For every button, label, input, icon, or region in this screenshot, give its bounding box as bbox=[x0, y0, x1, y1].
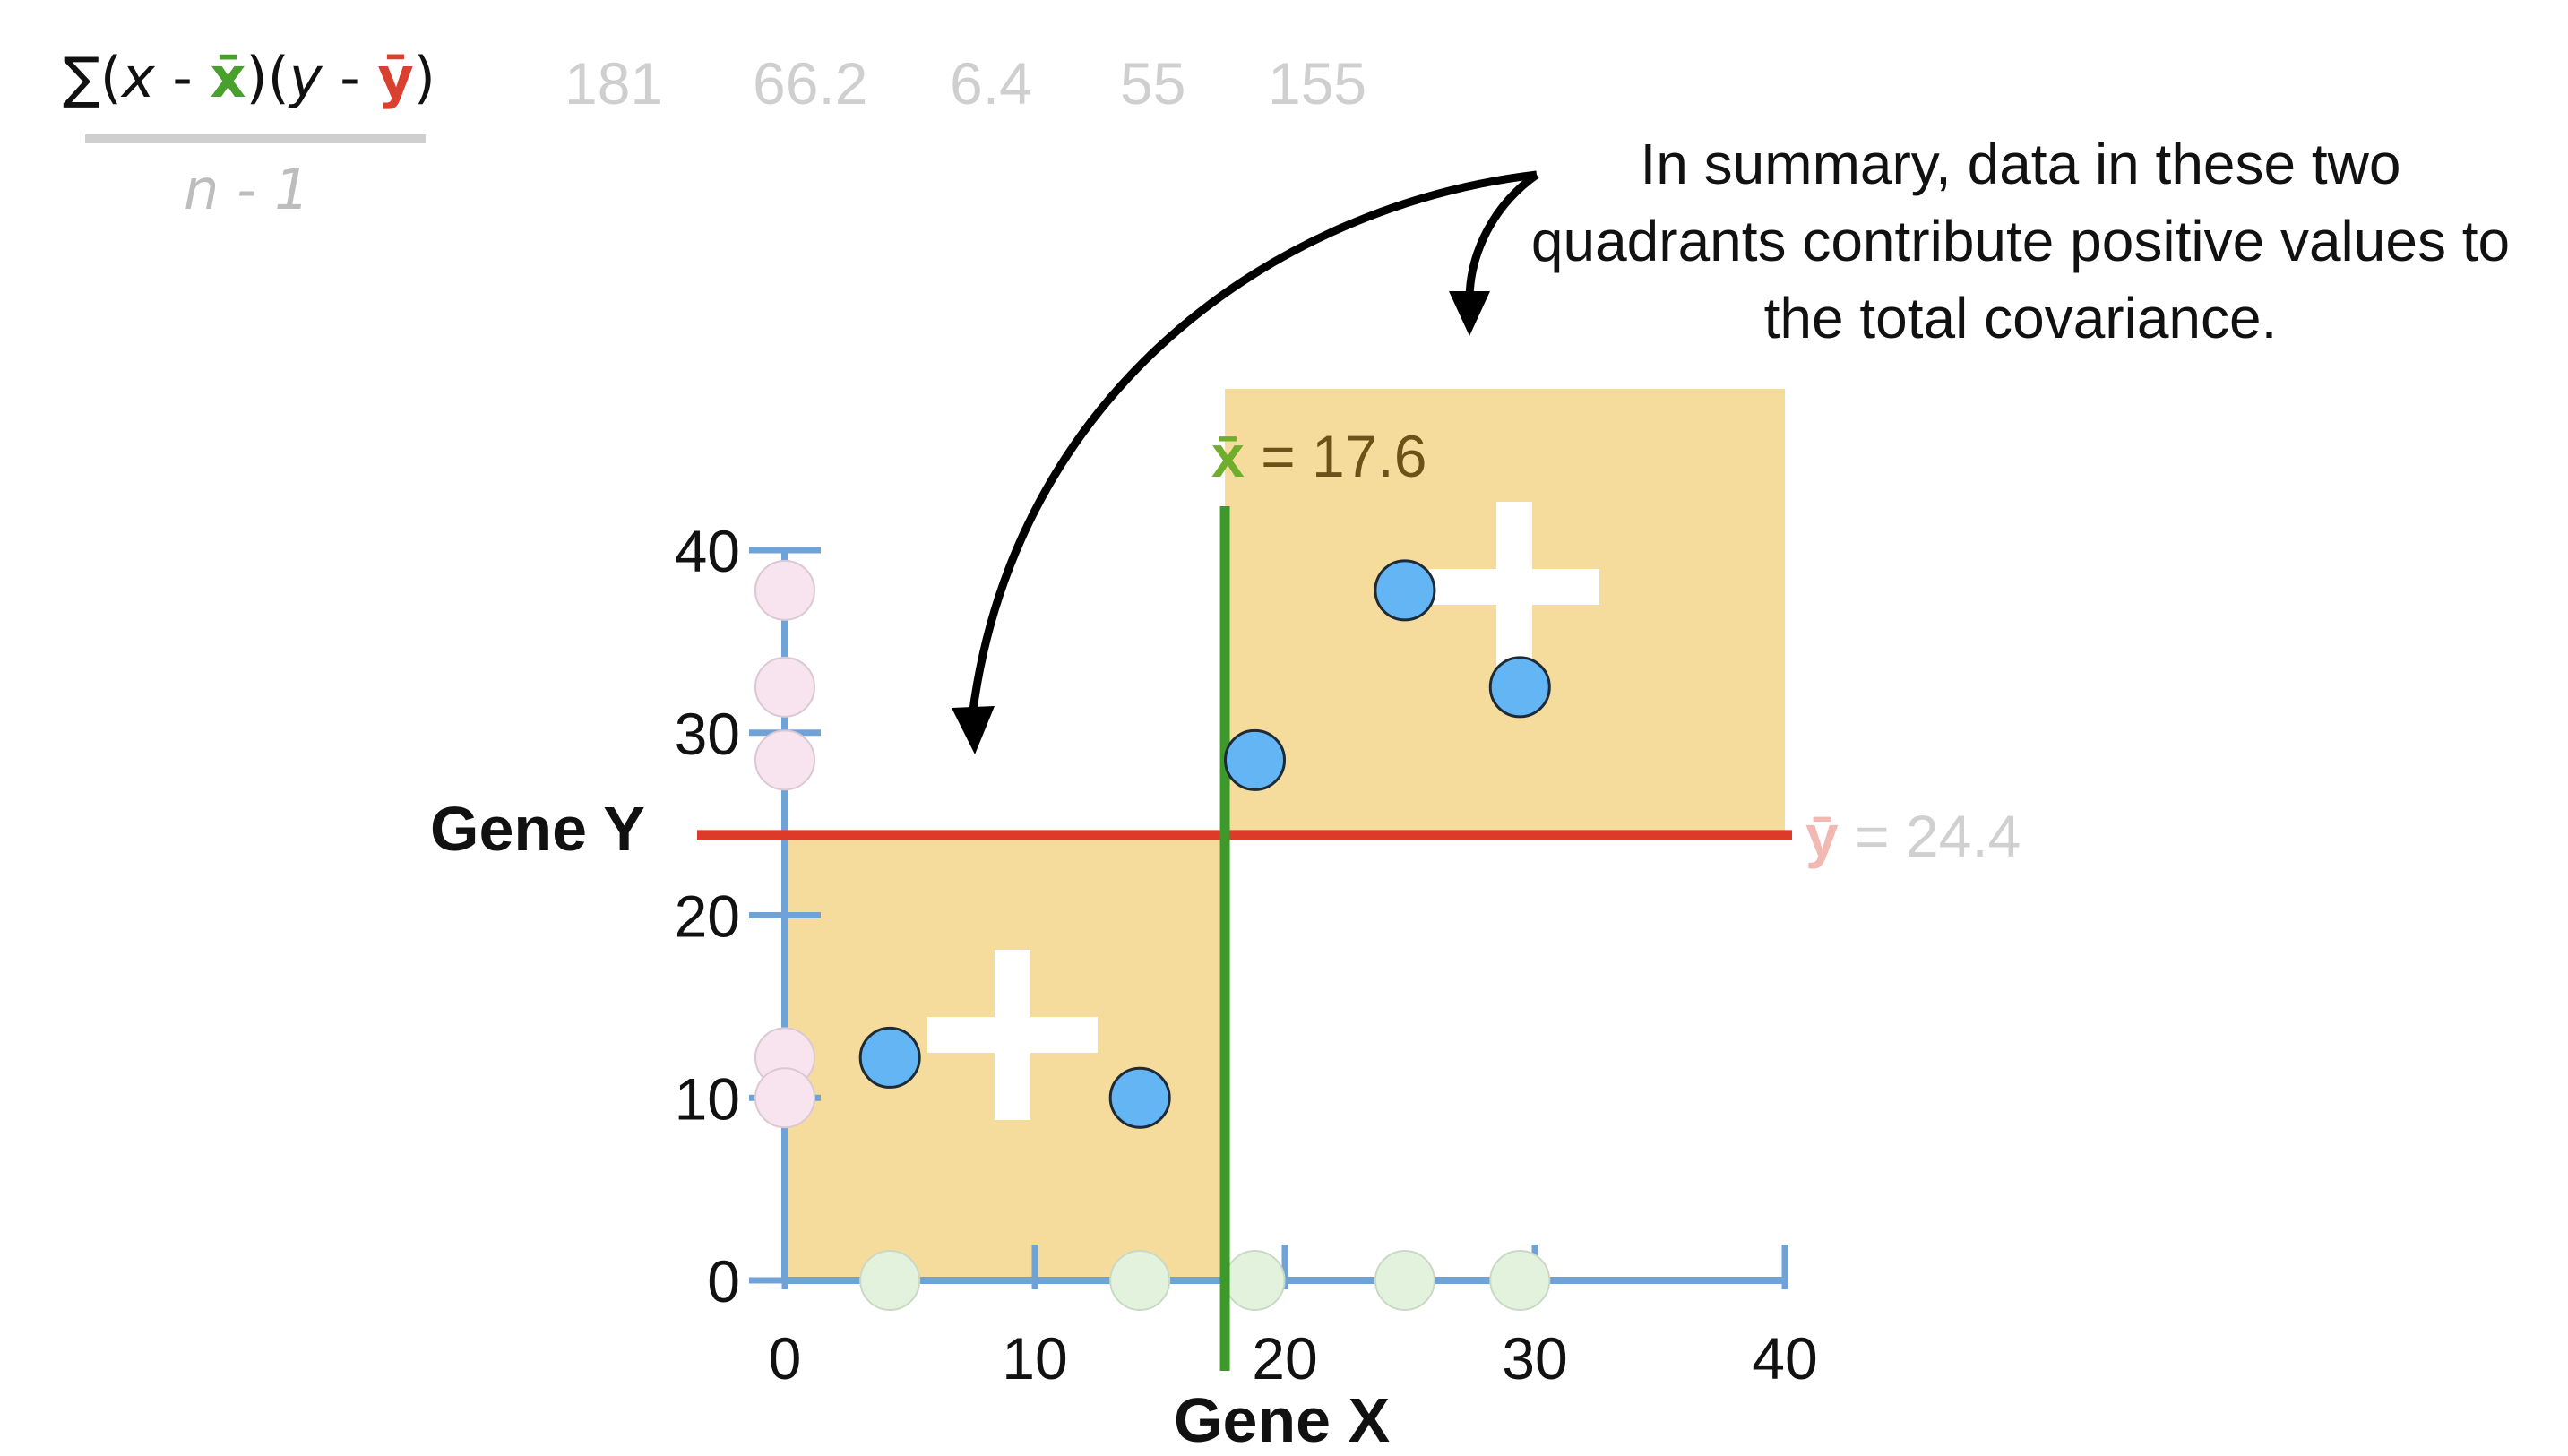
y-tick-label-30: 30 bbox=[675, 701, 740, 767]
x-tick-label-20: 20 bbox=[1252, 1325, 1317, 1391]
mean-y-label: ȳ = 24.4 bbox=[1805, 803, 2021, 869]
x-projection-5 bbox=[1489, 1250, 1551, 1311]
y-tick-label-10: 10 bbox=[675, 1065, 740, 1132]
arrow-head-lower bbox=[952, 706, 995, 754]
formula-denominator: n - 1 bbox=[184, 157, 310, 222]
formula-x: x bbox=[121, 45, 155, 110]
x-projection-2 bbox=[1109, 1250, 1171, 1311]
x-tick-label-30: 30 bbox=[1502, 1325, 1567, 1391]
summed-term-3: 6.4 bbox=[950, 50, 1032, 116]
mean-x-symbol: x̄ bbox=[1211, 423, 1245, 489]
data-point-3 bbox=[1224, 728, 1287, 791]
y-projection-5 bbox=[754, 656, 815, 718]
y-tick-label-0: 0 bbox=[707, 1248, 740, 1314]
formula-minus-2: - bbox=[322, 45, 378, 110]
arrow-head-upper bbox=[1449, 291, 1490, 336]
fraction-bar bbox=[85, 134, 426, 143]
plus-sign-1 bbox=[927, 950, 1098, 1120]
x-tick-label-40: 40 bbox=[1752, 1325, 1817, 1391]
data-point-2 bbox=[1108, 1066, 1171, 1129]
formula-close-open: )( bbox=[246, 45, 289, 110]
formula-open: ( bbox=[99, 45, 122, 110]
formula-minus-1: - bbox=[154, 45, 211, 110]
data-point-1 bbox=[858, 1026, 921, 1089]
y-tick-label-20: 20 bbox=[675, 883, 740, 950]
plus-sign-vertical bbox=[995, 950, 1030, 1120]
mean-y-value: = 24.4 bbox=[1839, 803, 2021, 869]
plus-sign-vertical bbox=[1496, 502, 1532, 672]
summed-term-5: 155 bbox=[1268, 50, 1367, 116]
formula-xbar: x̄ bbox=[210, 45, 246, 110]
y-tick-label-40: 40 bbox=[675, 518, 740, 584]
mean-x-value: = 17.6 bbox=[1245, 423, 1427, 489]
y-projection-2 bbox=[754, 1067, 815, 1129]
x-projection-4 bbox=[1374, 1250, 1435, 1311]
y-projection-3 bbox=[754, 729, 815, 791]
summary-annotation: In summary, data in these two quadrants … bbox=[1530, 132, 2511, 350]
formula-y: y bbox=[289, 45, 323, 110]
data-point-5 bbox=[1488, 656, 1551, 719]
sum-symbol: ∑ bbox=[63, 45, 100, 110]
data-point-4 bbox=[1374, 559, 1436, 622]
mean-y-symbol: ȳ bbox=[1805, 803, 1839, 869]
x-projection-3 bbox=[1224, 1250, 1286, 1311]
formula-close: ) bbox=[413, 45, 435, 110]
plus-sign-2 bbox=[1429, 502, 1599, 672]
y-projection-4 bbox=[754, 559, 815, 621]
covariance-formula-numerator: ∑(x - x̄)(y - ȳ) bbox=[63, 45, 435, 110]
arrow-to-upper-quadrant bbox=[1465, 171, 1539, 301]
y-axis-title: Gene Y bbox=[430, 794, 645, 864]
x-tick-label-0: 0 bbox=[769, 1325, 802, 1391]
arrow-to-lower-quadrant bbox=[968, 170, 1538, 718]
x-projection-1 bbox=[859, 1250, 921, 1311]
summed-term-4: 55 bbox=[1120, 50, 1186, 116]
summed-term-2: 66.2 bbox=[753, 50, 868, 116]
summed-term-1: 181 bbox=[564, 50, 664, 116]
mean-x-label: x̄ = 17.6 bbox=[1211, 423, 1426, 489]
x-tick-label-10: 10 bbox=[1002, 1325, 1067, 1391]
formula-ybar: ȳ bbox=[377, 45, 414, 110]
